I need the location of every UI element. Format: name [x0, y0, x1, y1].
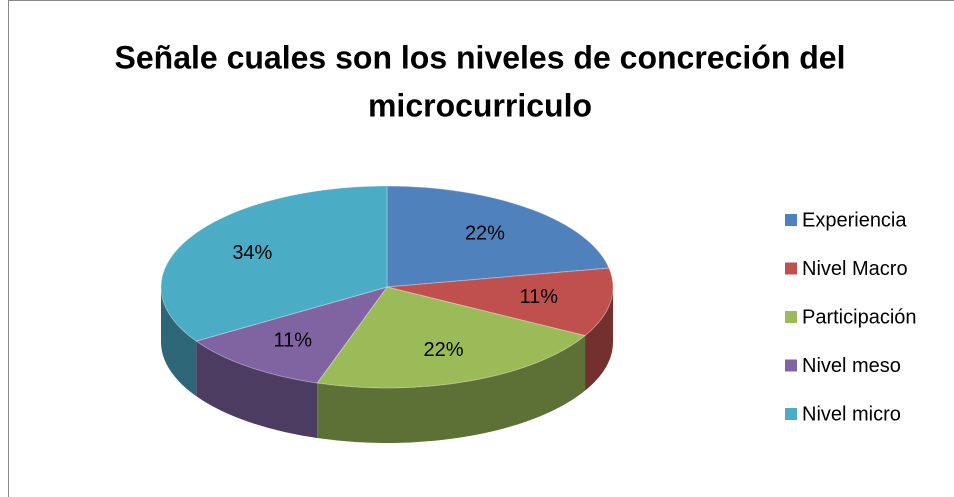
pie-slice [316, 286, 587, 389]
legend-label: Participación [802, 306, 917, 328]
data-label: 22% [424, 339, 464, 361]
pie-slice [160, 185, 388, 342]
legend-label: Nivel Macro [802, 258, 908, 280]
legend-label: Experiencia [802, 209, 907, 231]
legend-label: Nivel micro [802, 403, 901, 425]
chart-title: Señale cuales son los niveles de concrec… [115, 39, 846, 75]
data-label: 11% [274, 330, 313, 352]
pie-slice-side [196, 341, 318, 439]
data-label: 11% [520, 286, 559, 308]
legend-swatch [785, 214, 797, 226]
legend-label: Nivel meso [802, 355, 901, 377]
pie-slice [195, 286, 389, 384]
pie-slice-side [317, 335, 586, 444]
chart-title: microcurriculo [368, 87, 592, 123]
pie-slice-side [161, 287, 197, 397]
data-label: 34% [232, 242, 272, 264]
pie-slice [386, 185, 610, 288]
legend-swatch [785, 359, 797, 372]
legend-swatch [785, 408, 797, 420]
data-label: 22% [465, 222, 505, 244]
pie-slice-side [585, 287, 613, 391]
legend-swatch [785, 311, 797, 323]
pie-slice [386, 267, 614, 337]
legend-swatch [785, 262, 797, 275]
